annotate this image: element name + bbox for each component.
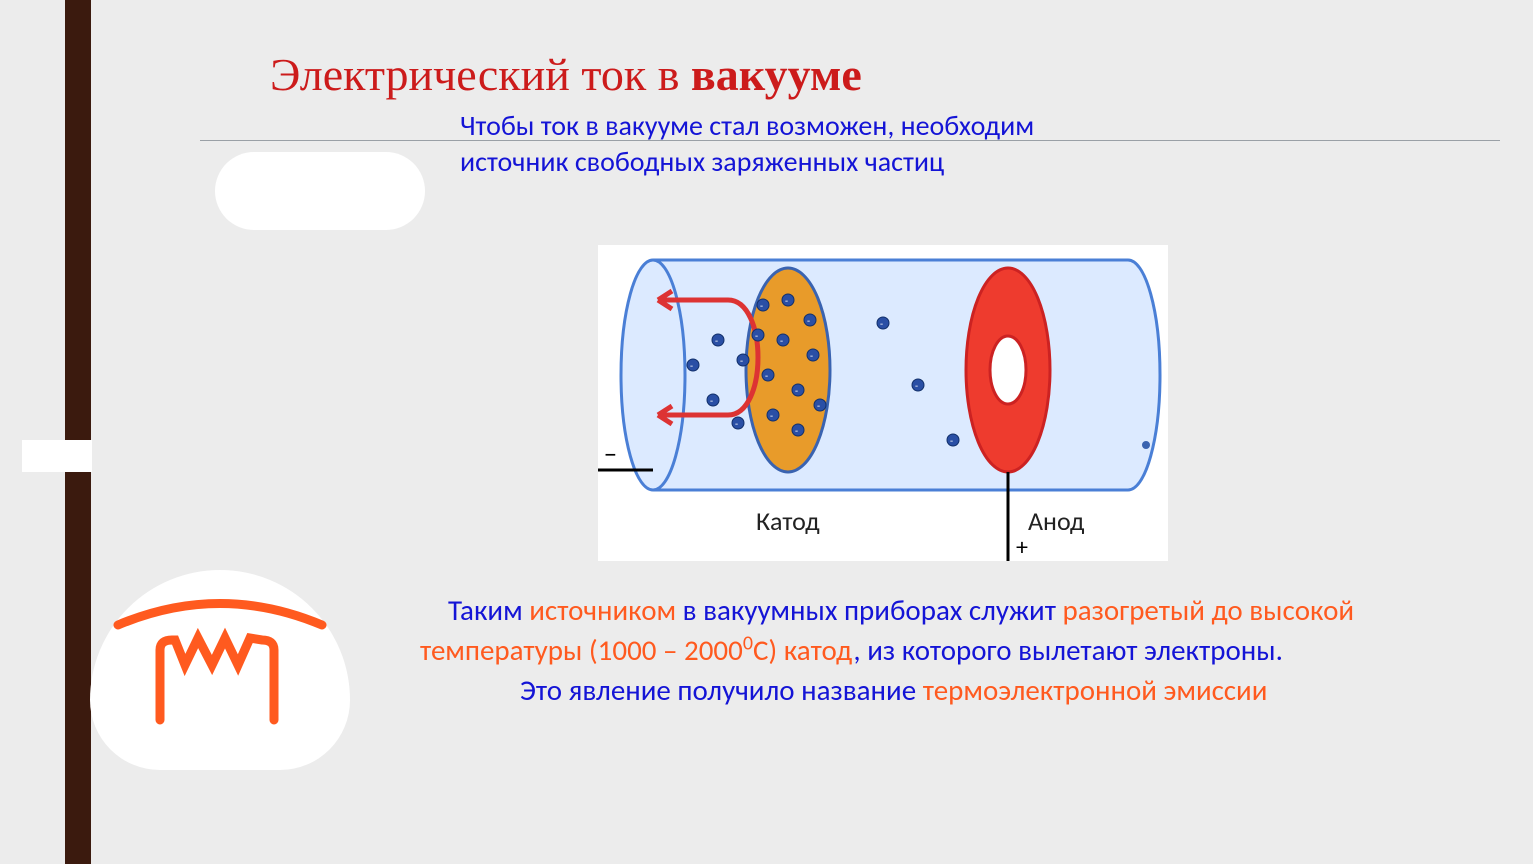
svg-text:-: - xyxy=(710,394,713,407)
bt3: в вакуумных приборах служит xyxy=(676,592,1062,628)
bt1: Таким xyxy=(448,592,529,628)
subtitle: Чтобы ток в вакууме стал возможен, необх… xyxy=(460,108,1160,181)
svg-text:−: − xyxy=(604,438,617,470)
bt6: Это явление получило название xyxy=(520,672,923,708)
cathode-symbol-icon xyxy=(90,570,350,770)
svg-text:-: - xyxy=(950,434,953,447)
svg-text:-: - xyxy=(915,379,918,392)
subtitle-line1: Чтобы ток в вакууме стал возможен, необх… xyxy=(460,108,1034,143)
svg-text:-: - xyxy=(760,299,763,312)
svg-text:-: - xyxy=(795,384,798,397)
svg-text:-: - xyxy=(880,317,883,330)
svg-text:-: - xyxy=(755,329,758,342)
body-text: Таким источником в вакуумных приборах сл… xyxy=(420,590,1505,710)
title-pre: Электрический ток в xyxy=(270,49,691,100)
svg-text:-: - xyxy=(690,359,693,372)
bt7: термоэлектронной эмиссии xyxy=(923,672,1268,708)
slide: Электрический ток в вакууме Чтобы ток в … xyxy=(0,0,1533,864)
svg-text:-: - xyxy=(785,294,788,307)
svg-text:Катод: Катод xyxy=(756,505,820,537)
svg-text:-: - xyxy=(770,409,773,422)
svg-text:-: - xyxy=(765,369,768,382)
svg-text:-: - xyxy=(795,424,798,437)
svg-text:-: - xyxy=(810,349,813,362)
subtitle-line2: источник свободных заряженных частиц xyxy=(460,144,1160,180)
svg-text:Анод: Анод xyxy=(1028,505,1085,537)
slide-title: Электрический ток в вакууме xyxy=(270,48,862,101)
diagram-svg: ----------- -------- − + Катод Анод xyxy=(598,245,1168,561)
title-rule xyxy=(200,140,1500,141)
vacuum-tube-diagram: ----------- -------- − + Катод Анод xyxy=(598,245,1168,561)
svg-text:-: - xyxy=(780,334,783,347)
svg-text:-: - xyxy=(740,354,743,367)
svg-text:-: - xyxy=(817,399,820,412)
decor-side-tab xyxy=(22,440,92,472)
svg-text:-: - xyxy=(735,417,738,430)
svg-text:+: + xyxy=(1016,533,1028,561)
bt2: источником xyxy=(529,592,676,628)
decor-sidebar xyxy=(65,0,91,864)
bt5: , из которого вылетают электроны. xyxy=(853,632,1283,668)
title-bold: вакууме xyxy=(691,49,862,100)
decor-blob xyxy=(215,152,425,230)
svg-text:-: - xyxy=(715,334,718,347)
svg-text:-: - xyxy=(807,314,810,327)
